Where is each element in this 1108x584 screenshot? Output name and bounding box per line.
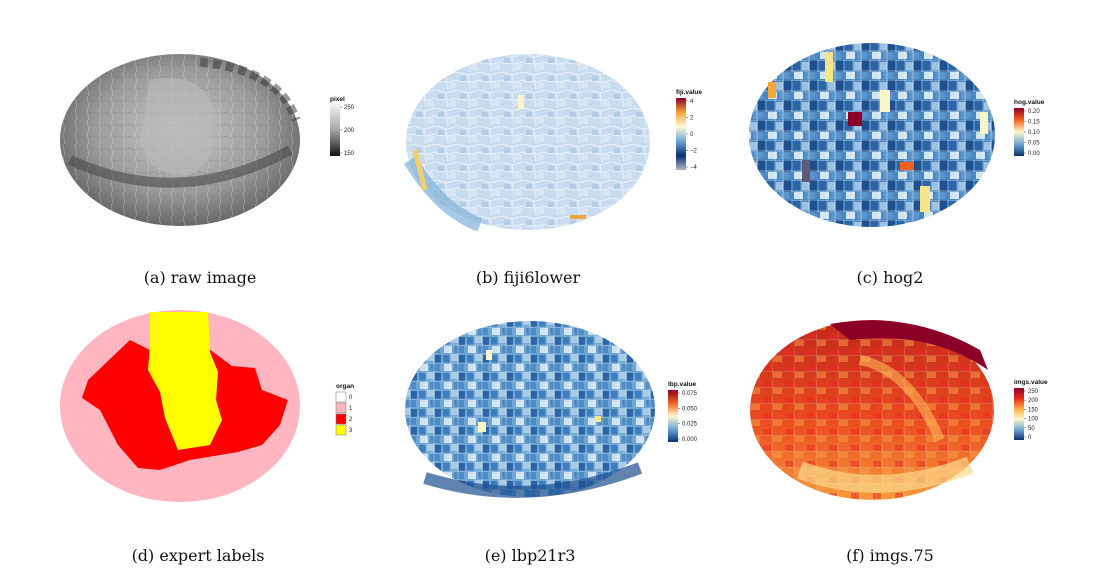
caption-b: (b) fiji6lower bbox=[475, 268, 581, 287]
panel-c: hog.value 0.20 0.15 0.10 0.05 0.00 (c) hog2 bbox=[740, 0, 1108, 300]
legend-colorbar bbox=[668, 390, 678, 442]
legend-item-label: 1 bbox=[349, 406, 353, 412]
imgs75-plot bbox=[750, 320, 994, 500]
legend-tick-label: 250 bbox=[344, 105, 355, 111]
lbp-legend: lbp.value 0.075 0.050 0.025 0.000 bbox=[668, 381, 698, 443]
legend-swatch bbox=[335, 402, 347, 414]
legend-item-label: 0 bbox=[349, 395, 353, 401]
legend-title: hog.value bbox=[1014, 99, 1045, 106]
label-region-3 bbox=[148, 312, 222, 450]
hog2-plot bbox=[749, 43, 995, 227]
fiji-legend: fiji.value 4 2 0 −2 −4 bbox=[676, 89, 702, 171]
raw-image-plot bbox=[60, 54, 301, 226]
legend-tick-label: 0.20 bbox=[1028, 109, 1040, 115]
hog-legend: hog.value 0.20 0.15 0.10 0.05 0.00 bbox=[1014, 99, 1045, 157]
legend-item-label: 2 bbox=[349, 417, 353, 423]
legend-tick-label: 200 bbox=[344, 128, 355, 134]
caption-f: (f) imgs.75 bbox=[846, 546, 934, 565]
fiji-body bbox=[406, 54, 650, 230]
legend-tick-label: 0.05 bbox=[1028, 141, 1040, 147]
raw-image-legend: pixel 250 200 150 bbox=[330, 96, 355, 157]
legend-colorbar bbox=[1014, 108, 1024, 156]
legend-item-label: 3 bbox=[349, 428, 353, 434]
panel-f: imgs.value 250 200 150 100 50 0 (f) imgs.75 bbox=[740, 300, 1108, 584]
panel-b: fiji.value 4 2 0 −2 −4 (b) fiji6lower bbox=[370, 0, 740, 300]
legend-colorbar bbox=[676, 98, 686, 170]
caption-c: (c) hog2 bbox=[856, 268, 924, 287]
fiji6lower-plot bbox=[403, 54, 650, 232]
legend-swatch bbox=[335, 413, 347, 425]
legend-tick-label: 100 bbox=[1028, 417, 1039, 423]
hog-body bbox=[749, 43, 995, 227]
legend-title: lbp.value bbox=[668, 381, 697, 388]
legend-title: organ bbox=[336, 383, 354, 390]
legend-colorbar bbox=[330, 104, 340, 156]
panel-a: pixel 250 200 150 (a) raw image bbox=[0, 0, 370, 300]
legend-tick-label: 0.025 bbox=[682, 422, 698, 428]
legend-tick-label: 2 bbox=[690, 116, 694, 122]
legend-tick-label: −2 bbox=[690, 149, 698, 155]
legend-tick-label: 0.075 bbox=[682, 391, 698, 397]
legend-tick-label: 4 bbox=[690, 99, 694, 105]
legend-title: imgs.value bbox=[1014, 379, 1048, 386]
legend-tick-label: 150 bbox=[1028, 407, 1039, 413]
imgs-legend: imgs.value 250 200 150 100 50 0 bbox=[1014, 379, 1048, 441]
legend-colorbar bbox=[1014, 388, 1024, 440]
expert-labels-plot bbox=[60, 310, 300, 502]
legend-title: pixel bbox=[330, 96, 345, 103]
legend-tick-label: −4 bbox=[690, 165, 698, 171]
legend-title: fiji.value bbox=[676, 89, 702, 96]
legend-swatch bbox=[335, 391, 347, 403]
legend-tick-label: 50 bbox=[1028, 426, 1035, 432]
legend-swatch bbox=[335, 424, 347, 436]
legend-tick-label: 0 bbox=[1028, 435, 1032, 441]
caption-a: (a) raw image bbox=[143, 268, 257, 287]
legend-tick-label: 150 bbox=[344, 151, 355, 157]
legend-tick-label: 0.050 bbox=[682, 406, 698, 412]
legend-tick-label: 0.15 bbox=[1028, 120, 1040, 126]
panel-e: lbp.value 0.075 0.050 0.025 0.000 (e) lbp21… bbox=[370, 300, 740, 584]
organ-legend: organ 0 1 2 3 bbox=[335, 383, 354, 436]
panel-d: organ 0 1 2 3 (d) expert labels bbox=[0, 300, 370, 584]
lbp-body bbox=[405, 321, 655, 497]
lbp21r3-plot bbox=[405, 321, 655, 498]
legend-tick-label: 200 bbox=[1028, 398, 1039, 404]
legend-tick-label: 0.10 bbox=[1028, 130, 1040, 136]
caption-e: (e) lbp21r3 bbox=[484, 546, 576, 565]
legend-tick-label: 0.00 bbox=[1028, 151, 1040, 157]
legend-tick-label: 0 bbox=[690, 132, 694, 138]
caption-d: (d) expert labels bbox=[131, 546, 265, 565]
legend-tick-label: 0.000 bbox=[682, 437, 698, 443]
legend-tick-label: 250 bbox=[1028, 389, 1039, 395]
